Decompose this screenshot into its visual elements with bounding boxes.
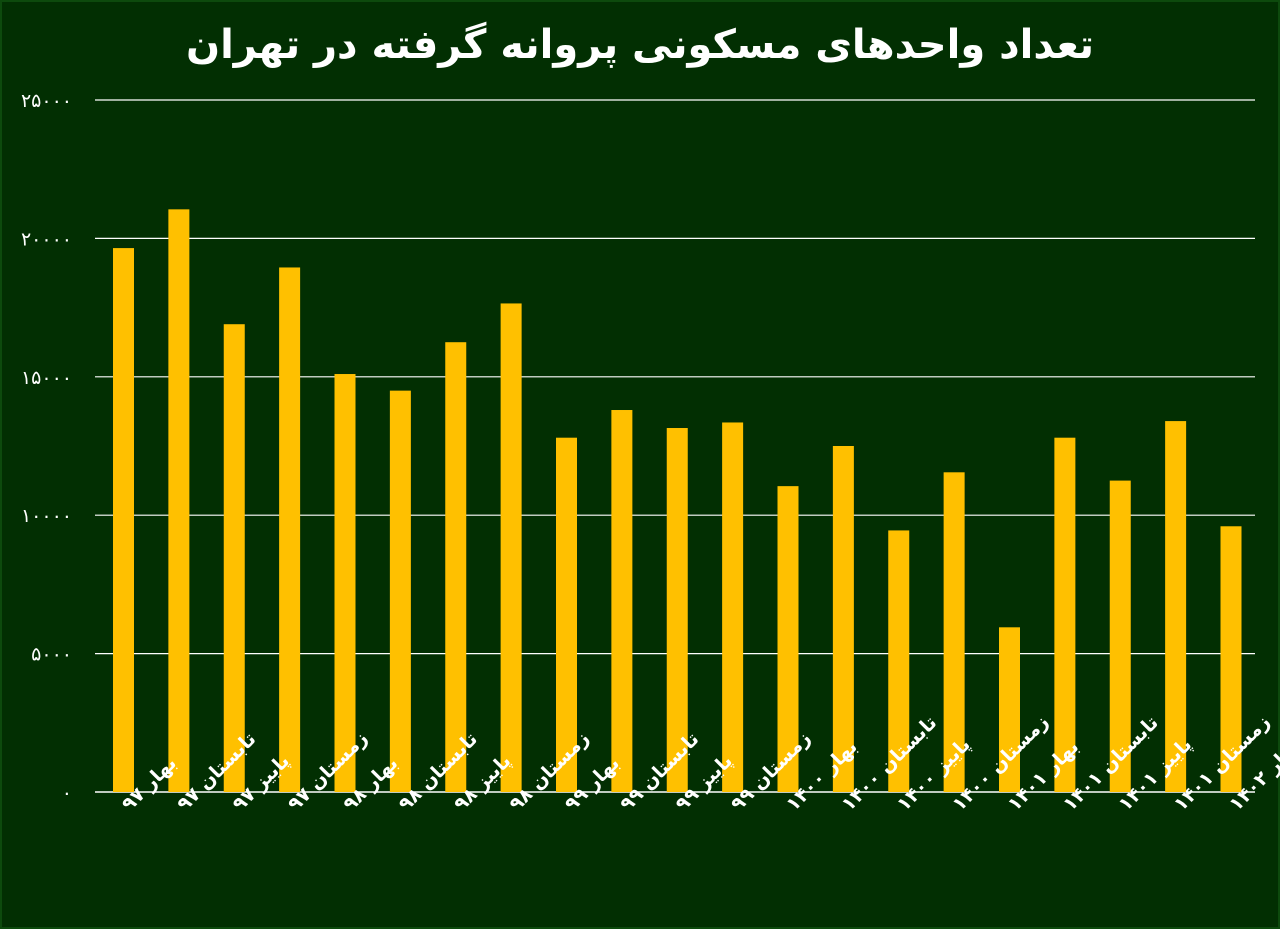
bar [1165, 421, 1187, 792]
bar [279, 267, 301, 792]
bar [113, 248, 134, 792]
bar [1109, 480, 1131, 792]
y-tick-label: ۰ [62, 782, 72, 804]
y-tick-label: ۱۰۰۰۰ [21, 505, 72, 527]
bar [888, 530, 910, 792]
bar [168, 209, 190, 792]
bar [777, 486, 799, 792]
bar [943, 472, 965, 792]
bar [389, 390, 411, 792]
bar [500, 303, 522, 792]
bars [113, 209, 1242, 792]
bar [334, 374, 356, 792]
y-tick-label: ۲۰۰۰۰ [21, 228, 72, 250]
y-tick-label: ۵۰۰۰ [31, 644, 72, 666]
y-tick-label: ۱۵۰۰۰ [21, 367, 72, 389]
bar [611, 410, 633, 792]
bar [999, 627, 1020, 792]
y-tick-label: ۲۵۰۰۰ [21, 90, 72, 112]
bar [223, 324, 245, 792]
bar [1220, 526, 1242, 792]
bar [445, 342, 467, 792]
bar [556, 437, 577, 792]
bar [666, 428, 688, 792]
chart-title: تعداد واحدهای مسکونی پروانه گرفته در تهر… [185, 22, 1095, 68]
bar [722, 422, 744, 792]
bar [1054, 437, 1076, 792]
bar [832, 446, 854, 792]
y-axis-tick-labels: ۰ ۵۰۰۰ ۱۰۰۰۰ ۱۵۰۰۰ ۲۰۰۰۰ ۲۵۰۰۰ [21, 90, 72, 804]
